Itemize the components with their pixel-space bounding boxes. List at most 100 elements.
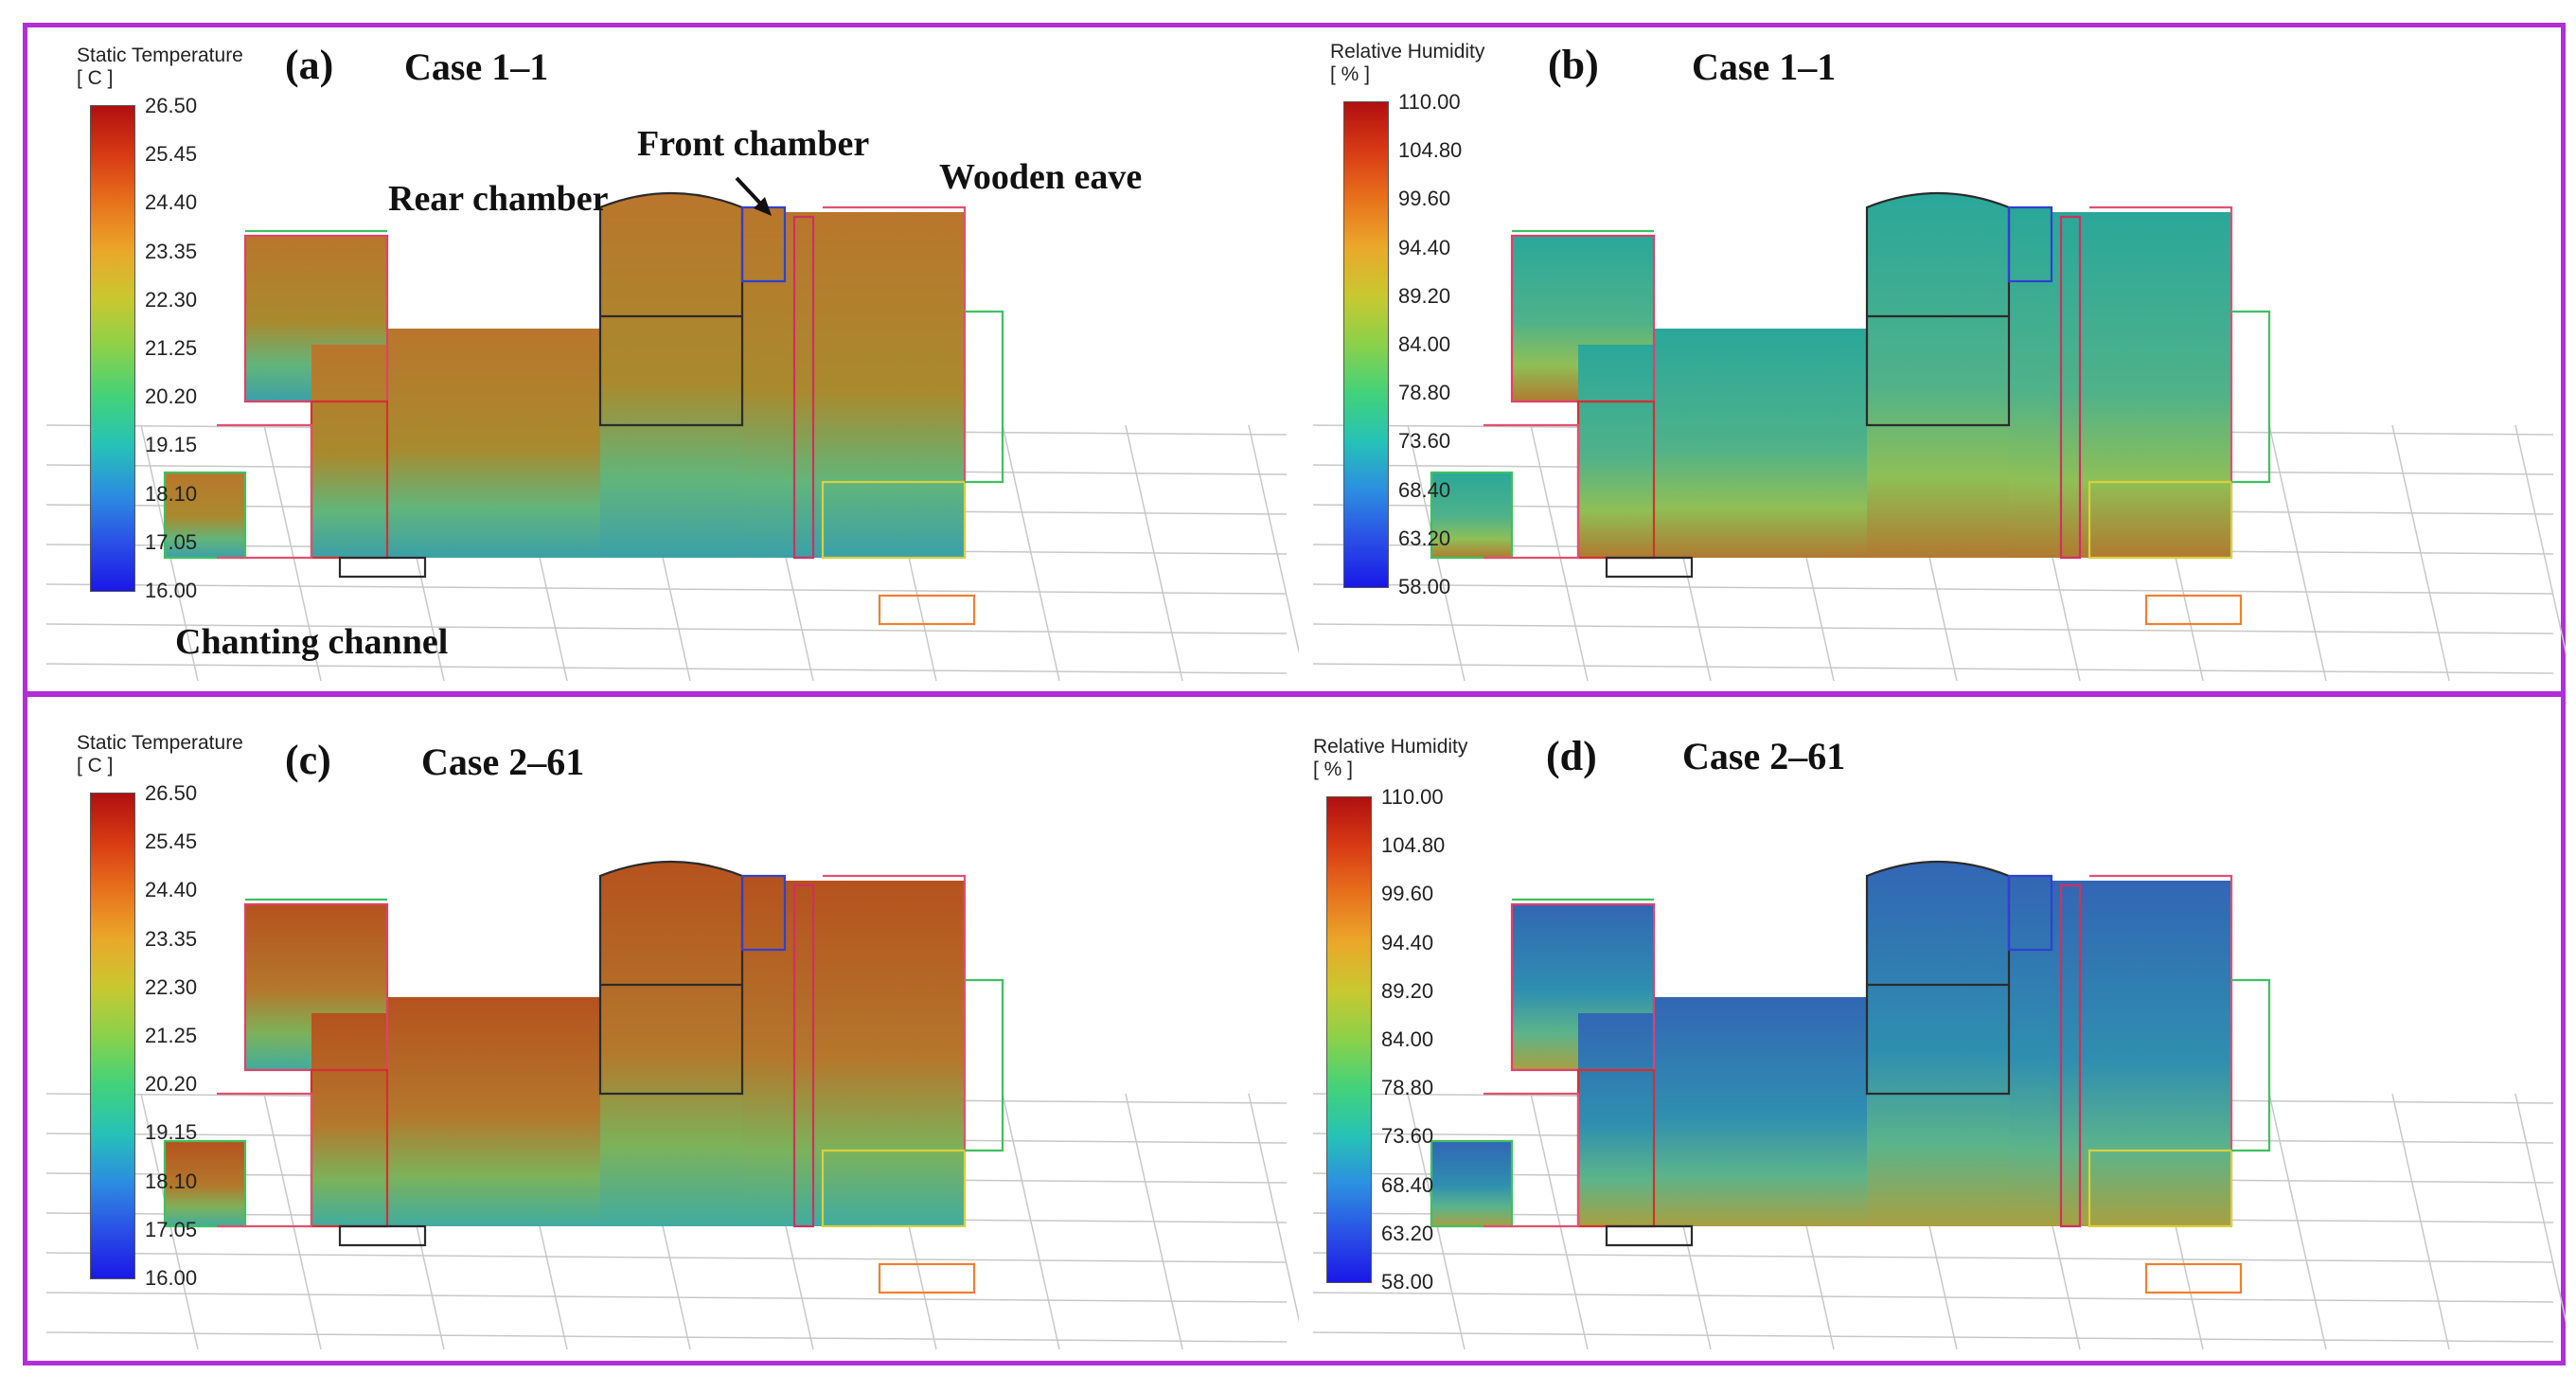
legend-unit: [ C ] (77, 67, 114, 89)
panel-label: (d) (1546, 733, 1597, 779)
colorbar-tick-label: 21.25 (145, 336, 198, 360)
legend-title: Relative Humidity (1330, 41, 1485, 62)
colorbar-tick-label: 99.60 (1398, 187, 1451, 211)
wireframe-edge-5 (2059, 883, 2082, 1228)
building-block-3 (1692, 997, 1867, 1226)
case-title: Case 1–1 (1692, 45, 1837, 88)
building-block-3 (1692, 329, 1867, 558)
colorbar-tick-label: 24.40 (145, 878, 198, 902)
building-block-1 (1578, 345, 1654, 558)
colorbar-tick-label: 26.50 (145, 781, 198, 805)
colorbar-tick-label: 63.20 (1398, 526, 1451, 550)
colorbar (90, 793, 135, 1279)
colorbar-tick-label: 26.50 (145, 94, 198, 117)
colorbar-tick-label: 68.40 (1381, 1172, 1434, 1197)
floor-grid (1312, 1093, 2566, 1350)
annotation-rear-chamber: Rear chamber (388, 179, 609, 219)
colorbar-tick-label: 24.40 (145, 190, 198, 215)
colorbar-tick-label: 19.15 (145, 1120, 198, 1145)
legend-unit: [ % ] (1313, 758, 1354, 780)
contour-plot-a (45, 191, 1299, 682)
building-block-4 (600, 862, 742, 1226)
contour-plot-c (45, 860, 1299, 1350)
building-block-1 (1578, 1013, 1654, 1226)
colorbar (90, 105, 135, 592)
panel-label: (c) (285, 737, 331, 783)
wireframe-edge-8 (965, 978, 1004, 1152)
colorbar-tick-label: 20.20 (145, 1072, 198, 1097)
building-block-3 (425, 329, 600, 558)
colorbar-tick-label: 78.80 (1381, 1076, 1434, 1100)
building-block-4 (600, 193, 742, 558)
wireframe-edges (1430, 191, 2271, 626)
wireframe-edge-7 (821, 1149, 967, 1228)
colorbar-tick-label: 16.00 (145, 579, 198, 602)
case-title: Case 2–61 (1682, 735, 1846, 777)
building-block-3 (425, 997, 600, 1226)
building-block-2 (1654, 329, 1692, 558)
wireframe-edge-10 (1483, 1092, 1580, 1228)
building-block-7 (1431, 473, 1512, 558)
colorbar-tick-label: 94.40 (1398, 235, 1451, 259)
colorbar-tick-label: 25.45 (145, 142, 198, 167)
colorbar-tick-label: 18.10 (145, 1169, 198, 1193)
wireframe-edge-7 (821, 480, 967, 560)
colorbar-tick-label: 16.00 (145, 1266, 198, 1290)
wireframe-edge-10 (217, 1092, 313, 1228)
wireframe-edges (163, 860, 1004, 1294)
panel-c: Static Temperature[ C ] 26.50 25.45 24.40 23… (27, 696, 1299, 1361)
wireframe-edge-6 (823, 205, 967, 558)
wireframe-edge-5 (2059, 215, 2082, 560)
colorbar-tick-label: 110.00 (1381, 785, 1444, 809)
colorbar-tick-label: 22.30 (145, 974, 198, 999)
building-section (1431, 862, 2231, 1226)
building-block-4 (1867, 193, 2009, 558)
colorbar-tick-label: 20.20 (145, 384, 198, 409)
colorbar-tick-label: 23.35 (145, 926, 198, 951)
annotation-chanting-channel: Chanting channel (175, 622, 449, 662)
wireframe-edge-12 (878, 594, 976, 626)
building-block-5 (742, 876, 785, 1226)
colorbar-tick-label: 73.60 (1381, 1124, 1434, 1149)
colorbar-tick-label: 73.60 (1398, 429, 1451, 454)
building-block-2 (1654, 997, 1692, 1226)
building-block-0 (245, 904, 387, 1070)
legend-unit: [ % ] (1330, 63, 1371, 85)
colorbar-tick-label: 104.80 (1398, 138, 1463, 163)
building-block-4 (1867, 862, 2009, 1226)
building-block-5 (2009, 207, 2052, 558)
panel-b: Relative Humidity[ % ] 110.00 104.80 99.60 9… (1294, 27, 2566, 692)
building-block-6 (785, 881, 965, 1226)
building-block-6 (2052, 881, 2231, 1226)
colorbar-tick-label: 89.20 (1381, 978, 1434, 1003)
colorbar-tick-label: 78.80 (1398, 381, 1451, 405)
colorbar-tick-label: 21.25 (145, 1024, 198, 1047)
legend-title: Static Temperature (77, 45, 243, 66)
colorbar-tick-label: 68.40 (1398, 477, 1451, 502)
colorbar-tick-label: 94.40 (1381, 930, 1434, 955)
colorbar-tick-label: 19.15 (145, 433, 198, 457)
bottom-row-frame (23, 691, 2566, 1365)
colorbar-tick-label: 17.05 (145, 529, 198, 554)
colorbar-tick-label: 63.20 (1381, 1221, 1434, 1245)
wireframe-edge-4 (2007, 874, 2053, 952)
colorbar-tick-label: 25.45 (145, 830, 198, 854)
legend-title: Static Temperature (77, 732, 243, 754)
panel-label: (b) (1548, 42, 1599, 88)
annotation-wooden-eave: Wooden eave (939, 157, 1143, 197)
legend-unit: [ C ] (77, 755, 114, 776)
wireframe-edge-8 (965, 310, 1004, 484)
case-title: Case 1–1 (404, 45, 549, 88)
wireframe-edge-5 (792, 215, 815, 560)
building-block-7 (165, 1141, 245, 1226)
wireframe-edge-11 (1605, 556, 1694, 579)
wireframe-edge-8 (2231, 310, 2271, 484)
building-block-6 (2052, 212, 2231, 558)
building-block-5 (742, 207, 785, 558)
building-block-1 (311, 345, 387, 558)
panel-a: Static Temperature[ C ] 26.50 25.45 24.40 23… (27, 27, 1299, 692)
building-block-7 (165, 473, 245, 558)
wireframe-edge-4 (740, 874, 787, 952)
colorbar (1343, 101, 1389, 588)
wireframe-edge-4 (2007, 205, 2053, 283)
